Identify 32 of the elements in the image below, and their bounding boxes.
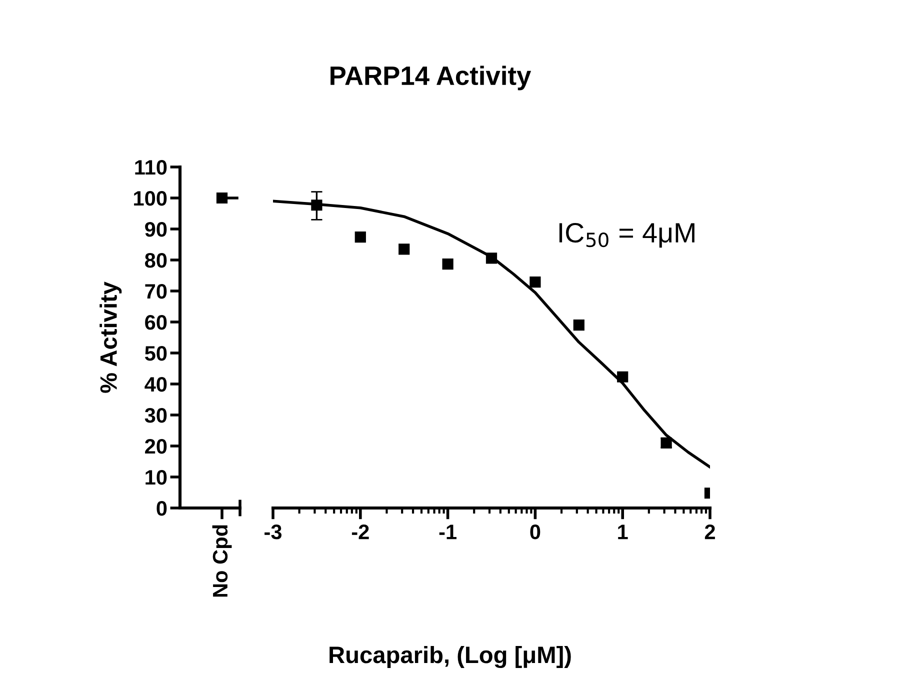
point bbox=[442, 258, 454, 270]
y-tick-label: 50 bbox=[144, 346, 167, 361]
point bbox=[530, 276, 541, 288]
y-tick-label: 110 bbox=[135, 160, 167, 175]
point bbox=[573, 320, 584, 331]
y-tick-label: 60 bbox=[145, 315, 167, 330]
x-tick-label: 2 bbox=[704, 524, 715, 540]
y-tick-label: 70 bbox=[145, 284, 167, 299]
point bbox=[660, 437, 672, 448]
y-tick-label: 40 bbox=[144, 377, 167, 392]
point bbox=[311, 200, 322, 211]
y-tick-label: 90 bbox=[145, 222, 167, 237]
x-tick-label: No Cpd bbox=[212, 525, 232, 597]
point bbox=[486, 252, 498, 264]
annotation: IC$_{50}$ = 4μM bbox=[559, 222, 694, 248]
x-tick-label: 0 bbox=[530, 524, 540, 540]
y-tick-label: 30 bbox=[144, 408, 167, 423]
y-tick-label: 100 bbox=[134, 191, 167, 206]
y-axis-title: % Activity bbox=[100, 282, 122, 393]
x-tick-label: -2 bbox=[352, 524, 369, 540]
y-tick-label: 80 bbox=[144, 253, 167, 268]
y-tick-label: 0 bbox=[156, 501, 167, 516]
point bbox=[354, 232, 366, 243]
x-tick-label: 1 bbox=[618, 524, 628, 540]
y-tick-label: 10 bbox=[146, 470, 167, 485]
chart-title: PARP14 Activity bbox=[330, 66, 532, 90]
x-axis-title: Rucaparib, (Log [μM]) bbox=[330, 646, 571, 668]
point bbox=[617, 371, 628, 382]
x-tick-label: -3 bbox=[264, 524, 282, 540]
point bbox=[398, 244, 410, 255]
y-tick-label: 20 bbox=[145, 439, 167, 454]
x-tick-label: -1 bbox=[439, 524, 456, 540]
